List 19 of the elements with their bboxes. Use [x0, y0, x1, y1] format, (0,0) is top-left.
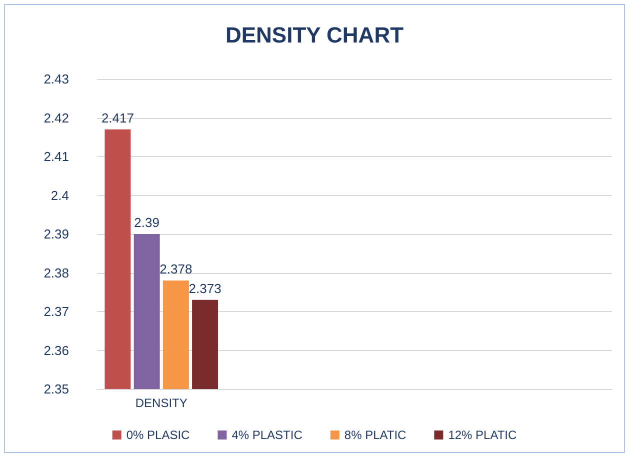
y-tick-label: 2.38 — [44, 265, 69, 280]
data-label: 2.373 — [188, 280, 222, 296]
data-label: 2.417 — [101, 110, 134, 126]
data-label: 2.39 — [134, 215, 160, 230]
data-label: 2.378 — [160, 262, 192, 276]
y-tick-label: 2.42 — [44, 110, 69, 126]
y-tick-label: 2.37 — [44, 304, 69, 319]
legend-label: 0% PLASIC — [126, 428, 190, 442]
y-tick-label: 2.35 — [44, 382, 69, 396]
y-tick-label: 2.39 — [44, 226, 69, 242]
legend-label: 8% PLATIC — [344, 428, 407, 442]
legend-label: 4% PLASTIC — [232, 428, 303, 442]
y-tick-label: 2.43 — [44, 72, 69, 86]
y-tick-label: 2.41 — [44, 149, 69, 164]
y-tick-label: 2.4 — [50, 188, 69, 203]
x-tick-label: DENSITY — [135, 396, 188, 410]
legend-label: 12% PLATIC — [448, 428, 517, 442]
chart-title: DENSITY CHART — [225, 22, 404, 48]
y-tick-label: 2.36 — [44, 342, 69, 358]
